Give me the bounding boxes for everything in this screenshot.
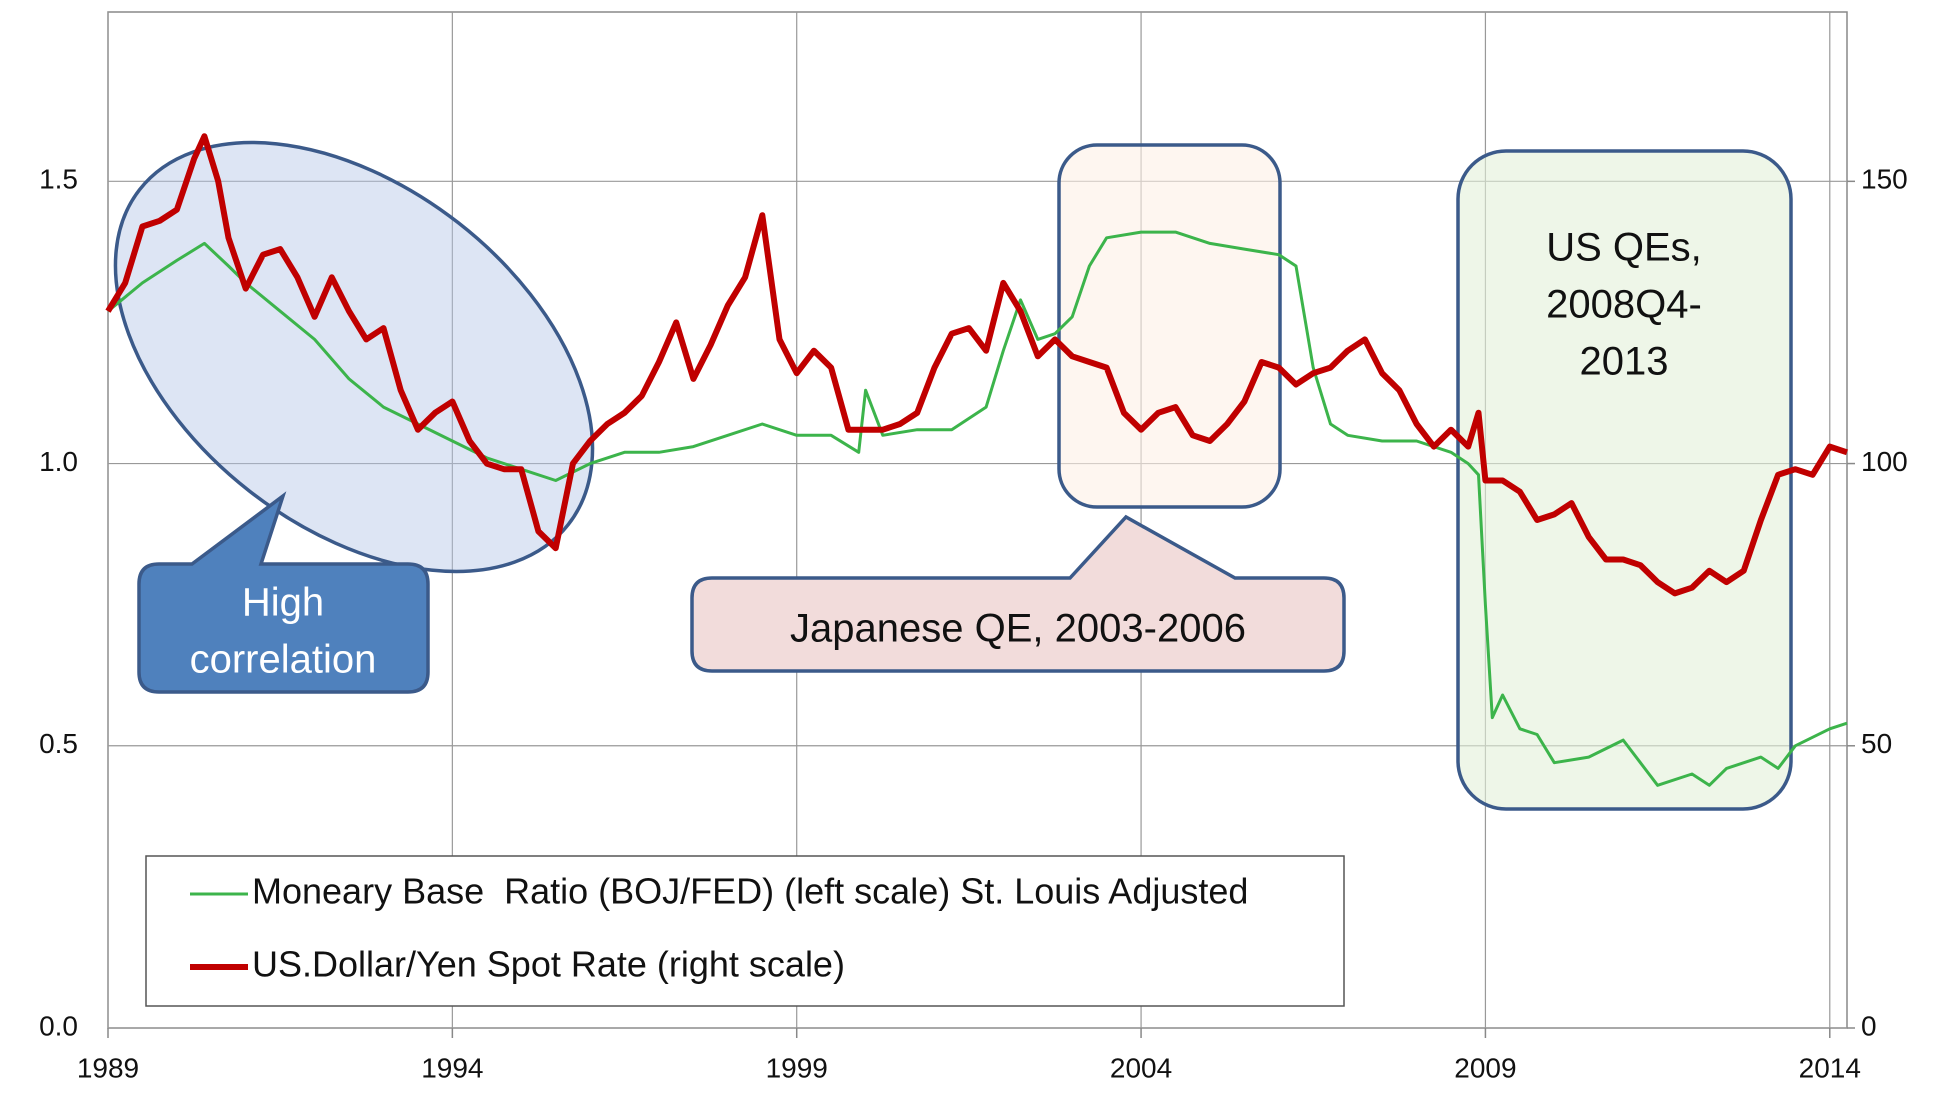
correlation-callout: [137, 491, 430, 694]
annotation-text: High: [242, 581, 324, 625]
y-tick-label: 0.0: [39, 1010, 78, 1041]
y2-tick-label: 50: [1861, 728, 1892, 759]
y-tick-label: 1.0: [39, 446, 78, 477]
y2-tick-label: 100: [1861, 446, 1908, 477]
y-tick-label: 1.5: [39, 164, 78, 195]
annotation-text: 2013: [1580, 340, 1669, 384]
y-tick-label: 0.5: [39, 728, 78, 759]
x-tick-label: 2009: [1454, 1052, 1516, 1083]
x-tick-label: 2004: [1110, 1052, 1172, 1083]
x-tick-label: 1989: [77, 1052, 139, 1083]
annotation-text: 2008Q4-: [1546, 283, 1702, 327]
us-qe-box: [1456, 149, 1793, 811]
legend-label: US.Dollar/Yen Spot Rate (right scale): [252, 944, 845, 985]
x-tick-label: 2014: [1799, 1052, 1861, 1083]
japan-qe-callout: [690, 514, 1346, 673]
x-tick-label: 1994: [421, 1052, 483, 1083]
series-line: [107, 230, 1848, 787]
x-tick-label: 1999: [766, 1052, 828, 1083]
japan-qe-box: [1057, 143, 1282, 509]
y2-tick-label: 150: [1861, 164, 1908, 195]
annotation-text: correlation: [190, 638, 377, 682]
annotation-text: Japanese QE, 2003-2006: [790, 607, 1246, 651]
legend-box: [145, 855, 1345, 1007]
y2-tick-label: 0: [1861, 1010, 1877, 1041]
legend-label: Moneary Base Ratio (BOJ/FED) (left scale…: [252, 871, 1248, 912]
annotation-text: US QEs,: [1546, 226, 1702, 270]
series-line: [105, 133, 1848, 597]
